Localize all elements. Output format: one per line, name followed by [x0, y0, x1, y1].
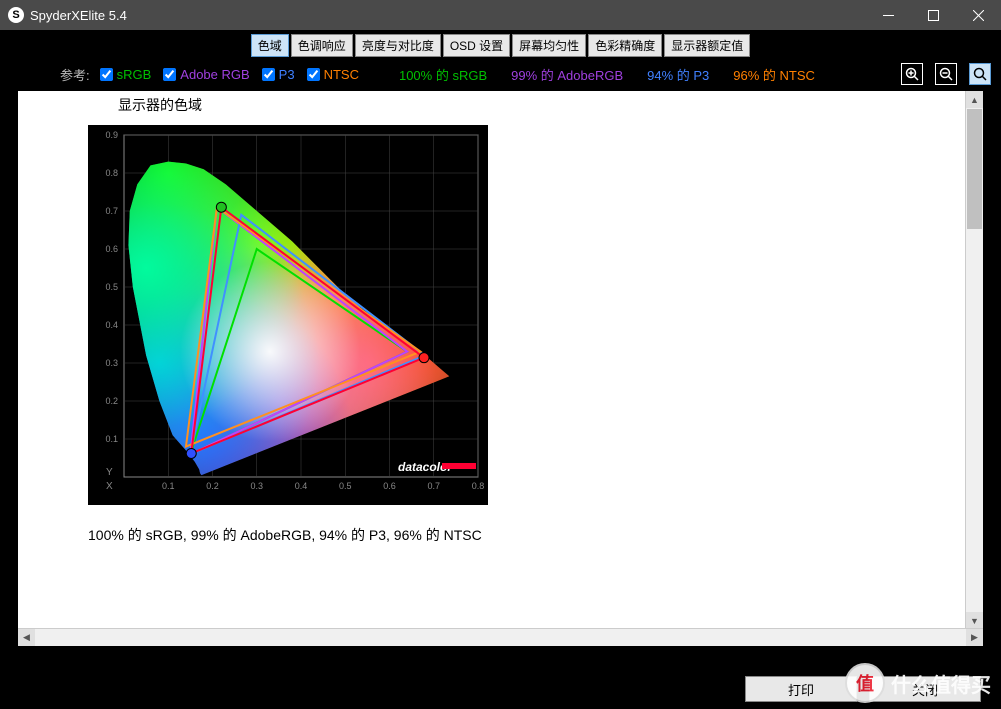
svg-text:0.7: 0.7	[427, 481, 440, 491]
svg-text:0.2: 0.2	[105, 396, 118, 406]
window-title: SpyderXElite 5.4	[30, 8, 866, 23]
svg-text:Y: Y	[106, 467, 113, 478]
svg-text:0.1: 0.1	[162, 481, 175, 491]
ref-check-srgb[interactable]: sRGB	[100, 67, 152, 82]
tab-2[interactable]: 亮度与对比度	[355, 34, 441, 57]
ref-stat: 94% 的 P3	[647, 65, 709, 84]
svg-text:0.5: 0.5	[105, 282, 118, 292]
ref-checkbox[interactable]	[100, 68, 113, 81]
scroll-up-arrow[interactable]: ▲	[966, 91, 983, 108]
footer: 打印 关闭	[0, 669, 1001, 709]
zoom-out-button[interactable]	[935, 63, 957, 85]
svg-text:0.6: 0.6	[383, 481, 396, 491]
reference-label: 参考:	[60, 65, 90, 84]
zoom-fit-button[interactable]	[969, 63, 991, 85]
close-app-button[interactable]: 关闭	[869, 676, 981, 702]
svg-text:0.2: 0.2	[206, 481, 219, 491]
ref-stat: 96% 的 NTSC	[733, 65, 815, 84]
tab-bar: 色域色调响应亮度与对比度OSD 设置屏幕均匀性色彩精确度显示器额定值	[0, 30, 1001, 57]
tab-4[interactable]: 屏幕均匀性	[512, 34, 586, 57]
ref-check-ntsc[interactable]: NTSC	[307, 67, 359, 82]
ref-checkbox[interactable]	[163, 68, 176, 81]
app-body: 色域色调响应亮度与对比度OSD 设置屏幕均匀性色彩精确度显示器额定值 参考: s…	[0, 30, 1001, 709]
print-button[interactable]: 打印	[745, 676, 857, 702]
tab-6[interactable]: 显示器额定值	[664, 34, 750, 57]
svg-text:0.9: 0.9	[105, 130, 118, 140]
svg-text:0.4: 0.4	[295, 481, 308, 491]
zoom-in-button[interactable]	[901, 63, 923, 85]
titlebar: S SpyderXElite 5.4	[0, 0, 1001, 30]
tab-0[interactable]: 色域	[251, 34, 289, 57]
svg-text:X: X	[106, 481, 113, 492]
svg-text:0.7: 0.7	[105, 206, 118, 216]
ref-stat: 99% 的 AdobeRGB	[511, 65, 623, 84]
section-title: 显示器的色域	[118, 95, 983, 115]
reference-row: 参考: sRGB Adobe RGB P3 NTSC 100% 的 sRGB 99% 的…	[0, 57, 1001, 91]
ref-checkbox[interactable]	[307, 68, 320, 81]
ref-check-label: Adobe RGB	[180, 67, 249, 82]
tab-5[interactable]: 色彩精确度	[588, 34, 662, 57]
svg-text:0.4: 0.4	[105, 320, 118, 330]
svg-text:0.1: 0.1	[105, 434, 118, 444]
close-button[interactable]	[956, 0, 1001, 30]
vertical-scrollbar[interactable]: ▲ ▼	[965, 91, 983, 629]
scroll-left-arrow[interactable]: ◀	[18, 629, 35, 646]
svg-text:0.8: 0.8	[105, 168, 118, 178]
content-panel: 显示器的色域 0.1 0.2 0.3 0.4 0.5 0.6 0.7 0.8 0.1 0.2 0.3…	[18, 91, 983, 646]
ref-check-label: sRGB	[117, 67, 152, 82]
ref-check-label: NTSC	[324, 67, 359, 82]
tab-1[interactable]: 色调响应	[291, 34, 353, 57]
maximize-button[interactable]	[911, 0, 956, 30]
scroll-thumb[interactable]	[967, 109, 982, 229]
summary-text: 100% 的 sRGB, 99% 的 AdobeRGB, 94% 的 P3, 9…	[88, 525, 983, 545]
ref-check-adobe-rgb[interactable]: Adobe RGB	[163, 67, 249, 82]
gamut-chart: 0.1 0.2 0.3 0.4 0.5 0.6 0.7 0.8 0.1 0.2 0.3 0.4 0.5 0…	[88, 125, 488, 505]
svg-text:0.3: 0.3	[250, 481, 263, 491]
svg-text:0.3: 0.3	[105, 358, 118, 368]
ref-stat: 100% 的 sRGB	[399, 65, 487, 84]
svg-text:0.8: 0.8	[472, 481, 485, 491]
ref-checkbox[interactable]	[262, 68, 275, 81]
scroll-down-arrow[interactable]: ▼	[966, 612, 983, 629]
ref-check-p3[interactable]: P3	[262, 67, 295, 82]
app-icon: S	[8, 7, 24, 23]
svg-text:0.6: 0.6	[105, 244, 118, 254]
tab-3[interactable]: OSD 设置	[443, 34, 510, 57]
ref-check-label: P3	[279, 67, 295, 82]
horizontal-scrollbar[interactable]: ◀ ▶	[18, 628, 983, 646]
minimize-button[interactable]	[866, 0, 911, 30]
scroll-right-arrow[interactable]: ▶	[966, 629, 983, 646]
svg-text:0.5: 0.5	[339, 481, 352, 491]
